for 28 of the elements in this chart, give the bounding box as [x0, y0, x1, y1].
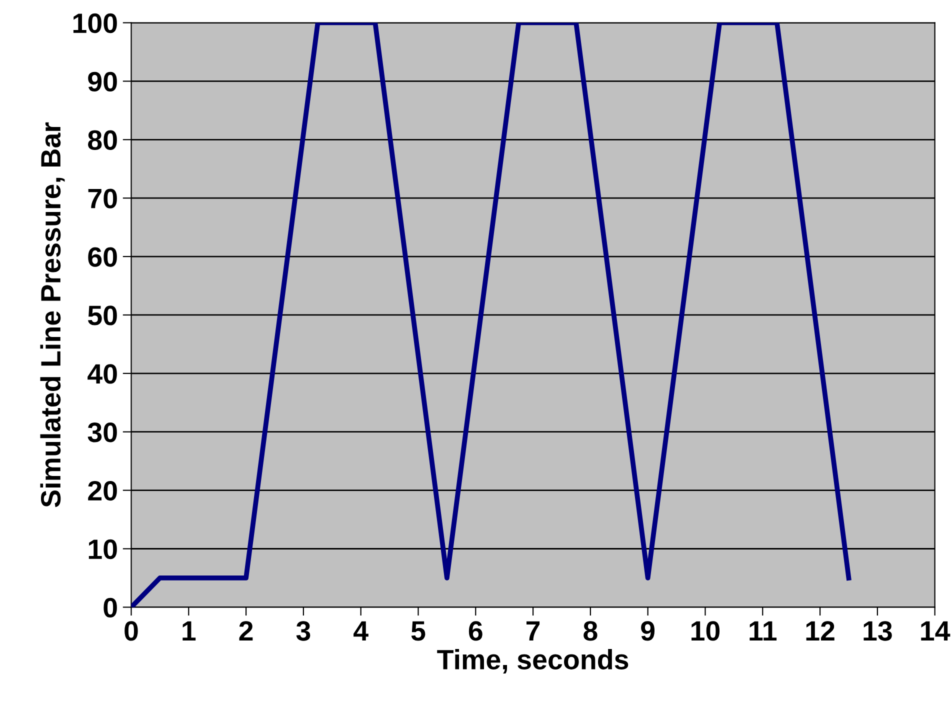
y-tick-label: 10: [88, 539, 117, 560]
x-axis-title: Time, seconds: [437, 649, 628, 674]
x-tick-label: 6: [468, 621, 482, 641]
x-tick-label: 7: [526, 621, 540, 641]
y-tick-label: 30: [88, 422, 117, 442]
x-tick-label: 3: [296, 621, 310, 641]
x-tick-label: 12: [806, 621, 834, 641]
y-tick-label: 80: [88, 130, 117, 150]
y-tick-label: 40: [88, 364, 117, 384]
y-axis-title: Simulated Line Pressure, Bar: [40, 122, 65, 508]
x-tick-label: 0: [124, 621, 138, 641]
y-tick-label: 70: [88, 188, 117, 208]
x-tick-label: 1: [182, 621, 196, 641]
y-tick-label: 100: [73, 13, 117, 34]
y-tick-label: 90: [88, 72, 117, 92]
x-tick-label: 4: [354, 621, 368, 641]
x-tick-label: 14: [921, 621, 950, 641]
x-tick-label: 2: [239, 621, 253, 641]
y-tick-label: 60: [88, 247, 117, 267]
x-tick-label: 11: [750, 621, 777, 641]
x-tick-label: 8: [584, 621, 598, 641]
x-tick-label: 10: [692, 621, 720, 641]
x-tick-label: 13: [864, 621, 892, 641]
x-tick-label: 9: [641, 621, 655, 641]
y-tick-label: 50: [88, 306, 117, 326]
y-tick-label: 0: [104, 598, 117, 618]
x-tick-label: 5: [411, 621, 426, 641]
y-tick-label: 20: [88, 480, 117, 501]
